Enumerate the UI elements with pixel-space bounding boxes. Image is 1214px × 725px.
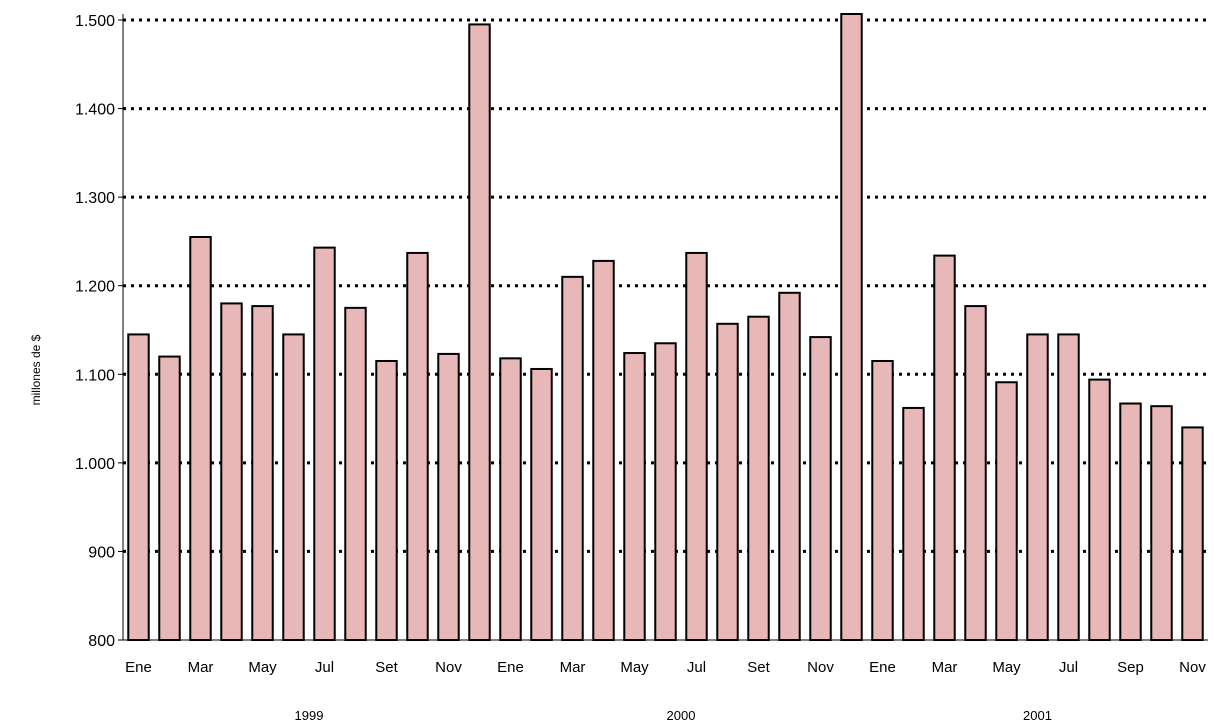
- bar: [871, 360, 894, 641]
- bar: [1088, 378, 1111, 641]
- bar: [1150, 405, 1173, 641]
- bar: [189, 236, 212, 641]
- year-group-label: 1999: [295, 708, 324, 723]
- bar: [561, 275, 584, 641]
- x-tick-label: Ene: [125, 659, 152, 676]
- y-tick-label: 900: [88, 544, 115, 561]
- x-tick-label: May: [620, 659, 649, 676]
- bar: [1119, 402, 1142, 641]
- y-tick-label: 1.400: [75, 102, 115, 119]
- y-axis-label: millones de $: [29, 334, 43, 405]
- x-tick-label: Set: [375, 659, 398, 676]
- bar: [251, 305, 274, 641]
- x-tick-label: Ene: [869, 659, 896, 676]
- bar: [220, 302, 243, 641]
- year-group-label: 2001: [1023, 708, 1052, 723]
- y-tick-label: 1.200: [75, 279, 115, 296]
- bar: [1181, 426, 1204, 641]
- bar: [933, 254, 956, 641]
- x-tick-label: Jul: [687, 659, 706, 676]
- bar: [1057, 333, 1080, 641]
- y-tick-label: 1.100: [75, 367, 115, 384]
- label-layer: 800 900 1.000 1.100 1.200 1.300 1.400 1.500 Ene M…: [75, 13, 1206, 723]
- bar: [1026, 333, 1049, 641]
- bar: [127, 333, 150, 641]
- axis-layer: [118, 14, 1208, 641]
- bar: [747, 315, 770, 641]
- bar: [406, 251, 429, 641]
- bar: [499, 357, 522, 641]
- year-group-label: 2000: [667, 708, 696, 723]
- bar: [592, 259, 615, 641]
- x-tick-label: Mar: [188, 659, 214, 676]
- y-tick-label: 1.300: [75, 190, 115, 207]
- x-tick-label: Nov: [435, 659, 462, 676]
- bar: [313, 246, 336, 641]
- bar: [282, 333, 305, 641]
- bar: [654, 342, 677, 641]
- bar: [437, 352, 460, 641]
- bar: [840, 13, 863, 641]
- bar-layer: [127, 13, 1204, 642]
- x-tick-label: Jul: [1059, 659, 1078, 676]
- bar: [685, 251, 708, 641]
- y-tick-label: 1.500: [75, 13, 115, 30]
- y-tick-label: 1.000: [75, 456, 115, 473]
- x-tick-label: Mar: [560, 659, 586, 676]
- bar: [995, 381, 1018, 641]
- x-tick-label: Nov: [1179, 659, 1206, 676]
- bar: [530, 367, 553, 641]
- x-tick-label: May: [248, 659, 277, 676]
- x-tick-label: Mar: [932, 659, 958, 676]
- bar: [623, 352, 646, 641]
- bar: [778, 291, 801, 641]
- x-tick-label: Sep: [1117, 659, 1144, 676]
- x-tick-label: Ene: [497, 659, 524, 676]
- x-tick-label: Jul: [315, 659, 334, 676]
- bar: [902, 406, 925, 642]
- bar: [809, 336, 832, 641]
- bar: [375, 360, 398, 641]
- bar: [158, 355, 181, 641]
- y-tick-label: 800: [88, 633, 115, 650]
- bar: [344, 306, 367, 641]
- x-tick-label: Set: [747, 659, 770, 676]
- bar: [716, 322, 739, 641]
- bar: [964, 305, 987, 641]
- x-tick-label: Nov: [807, 659, 834, 676]
- x-tick-label: May: [992, 659, 1021, 676]
- bar: [468, 23, 491, 641]
